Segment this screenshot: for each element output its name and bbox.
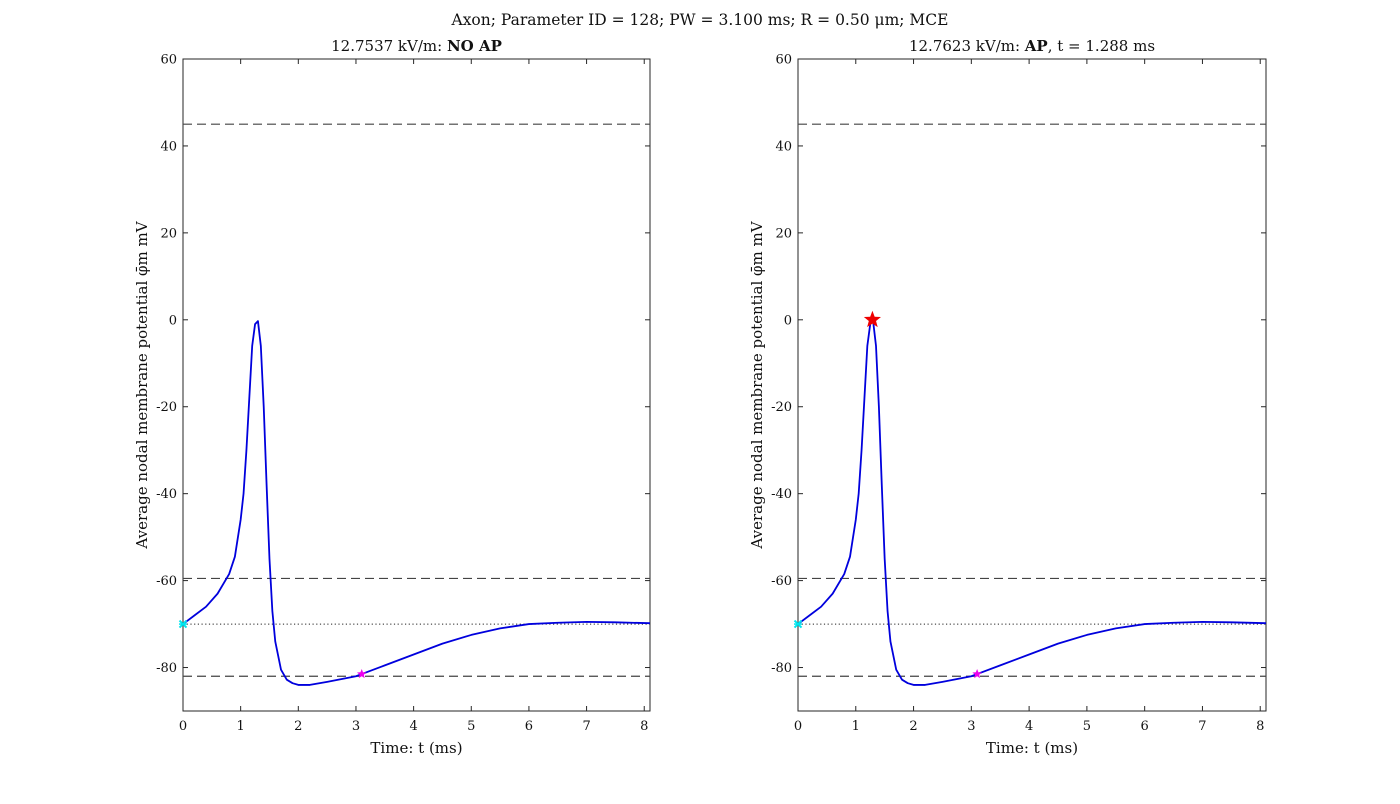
subplot-title: 12.7623 kV/m: AP, t = 1.288 ms bbox=[909, 37, 1155, 55]
y-tick-label: -80 bbox=[156, 661, 177, 676]
y-tick-label: -40 bbox=[771, 487, 792, 502]
y-tick-label: 60 bbox=[775, 53, 792, 68]
axes-box bbox=[182, 58, 651, 712]
x-tick-label: 2 bbox=[294, 719, 302, 734]
membrane-potential-line bbox=[797, 320, 1267, 686]
x-tick-label: 3 bbox=[352, 719, 360, 734]
y-axis-label: Average nodal membrane potential φ̄m mV bbox=[748, 220, 766, 549]
x-tick-label: 3 bbox=[967, 719, 975, 734]
start-marker bbox=[793, 619, 803, 629]
x-tick-label: 0 bbox=[794, 719, 802, 734]
y-tick-label: -20 bbox=[771, 400, 792, 415]
x-tick-label: 6 bbox=[1141, 719, 1149, 734]
figure-title: Axon; Parameter ID = 128; PW = 3.100 ms;… bbox=[451, 11, 949, 29]
subplot-title: 12.7537 kV/m: NO AP bbox=[331, 37, 502, 55]
subplot-title-status: AP bbox=[1024, 37, 1048, 55]
x-tick-label: 1 bbox=[852, 719, 860, 734]
end-marker bbox=[972, 669, 982, 679]
x-tick-label: 4 bbox=[409, 719, 417, 734]
x-tick-label: 7 bbox=[1198, 719, 1206, 734]
x-tick-label: 5 bbox=[467, 719, 475, 734]
y-axis-label: Average nodal membrane potential φ̄m mV bbox=[133, 220, 151, 549]
y-tick-label: 20 bbox=[160, 226, 177, 241]
x-tick-label: 7 bbox=[582, 719, 590, 734]
y-tick-label: 40 bbox=[160, 139, 177, 154]
x-axis-label: Time: t (ms) bbox=[370, 739, 462, 757]
subplot-title-suffix: , t = 1.288 ms bbox=[1048, 37, 1155, 55]
x-tick-label: 1 bbox=[237, 719, 245, 734]
x-tick-label: 8 bbox=[640, 719, 648, 734]
x-tick-label: 2 bbox=[909, 719, 917, 734]
subplot-title-prefix: 12.7623 kV/m: bbox=[909, 37, 1025, 55]
x-axis-label: Time: t (ms) bbox=[986, 739, 1078, 757]
axes-box bbox=[797, 58, 1267, 712]
x-tick-label: 8 bbox=[1256, 719, 1264, 734]
x-tick-label: 6 bbox=[525, 719, 533, 734]
y-tick-label: -20 bbox=[156, 400, 177, 415]
x-tick-label: 0 bbox=[179, 719, 187, 734]
y-tick-label: 0 bbox=[169, 313, 177, 328]
x-tick-label: 4 bbox=[1025, 719, 1033, 734]
chart-panel-2: 0 1 2 3 4 5 6 7 8 -80 -60 -40 -20 0 20 40 60 12.7623 kV/m… bbox=[748, 37, 1267, 757]
y-tick-label: -60 bbox=[156, 574, 177, 589]
subplot-title-status: NO AP bbox=[447, 37, 502, 55]
y-tick-label: -80 bbox=[771, 661, 792, 676]
y-tick-label: -40 bbox=[156, 487, 177, 502]
y-tick-label: -60 bbox=[771, 574, 792, 589]
start-marker bbox=[178, 619, 188, 629]
y-tick-label: 40 bbox=[775, 139, 792, 154]
chart-panel-1: 0 1 2 3 4 5 6 7 8 -80 -60 -40 -20 0 20 40 60 12.7537 kV/m… bbox=[133, 37, 651, 757]
end-marker bbox=[356, 669, 367, 679]
peak-marker bbox=[863, 310, 881, 328]
y-tick-label: 60 bbox=[160, 53, 177, 68]
y-tick-label: 0 bbox=[784, 313, 792, 328]
subplot-title-prefix: 12.7537 kV/m: bbox=[331, 37, 447, 55]
membrane-potential-line bbox=[182, 320, 651, 686]
x-tick-label: 5 bbox=[1083, 719, 1091, 734]
y-tick-label: 20 bbox=[775, 226, 792, 241]
